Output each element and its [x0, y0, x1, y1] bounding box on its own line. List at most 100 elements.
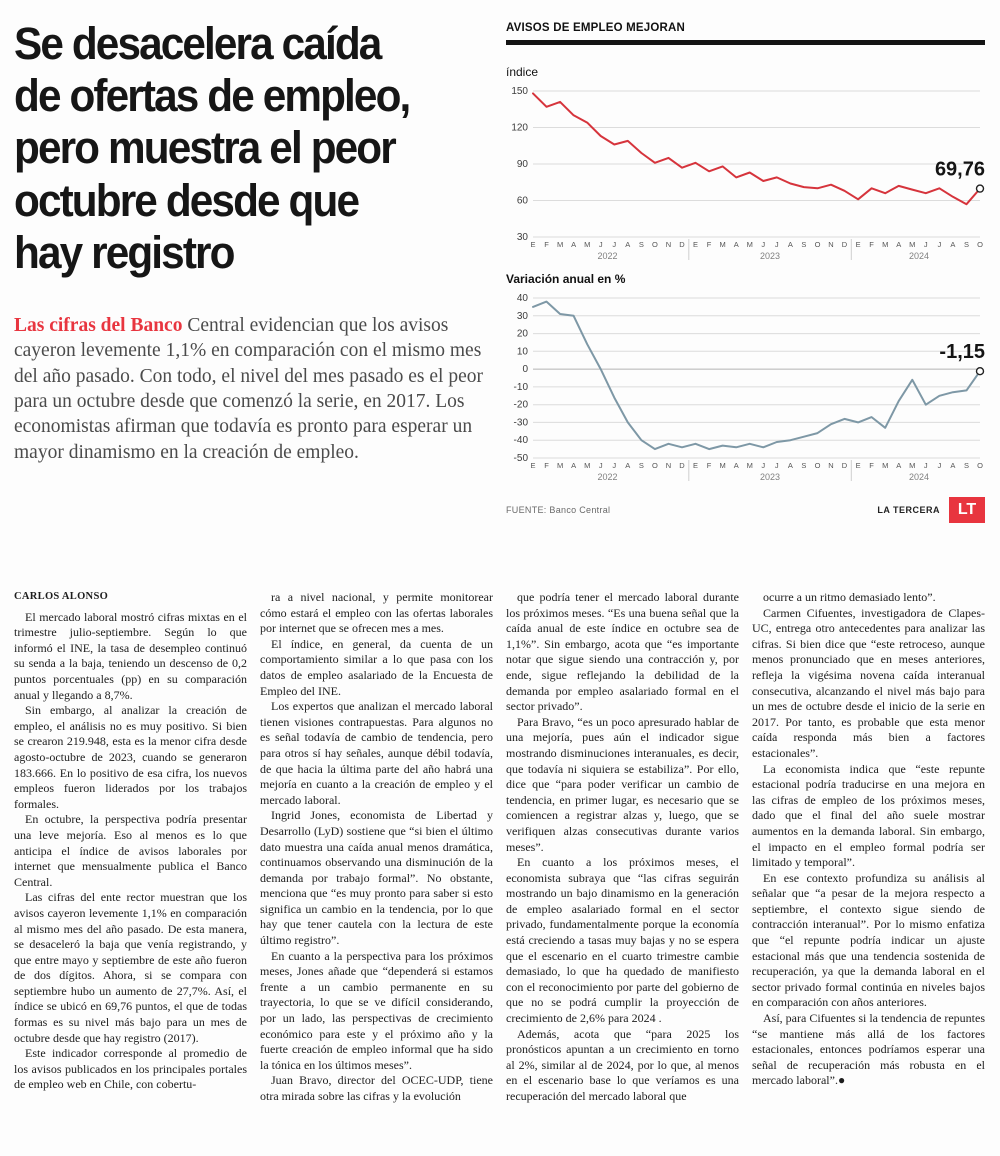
svg-text:F: F — [544, 461, 549, 470]
svg-text:A: A — [734, 240, 739, 249]
body-paragraph: Sin embargo, al analizar la creación de … — [14, 703, 247, 811]
svg-text:E: E — [693, 461, 698, 470]
credit-block: LA TERCERA LT — [877, 497, 985, 523]
svg-text:S: S — [801, 240, 806, 249]
svg-text:A: A — [896, 240, 901, 249]
year-labels: 2022 2023 2024 — [597, 460, 929, 482]
svg-text:O: O — [652, 240, 658, 249]
svg-text:A: A — [950, 240, 955, 249]
svg-text:O: O — [977, 240, 983, 249]
lead-highlight: Las cifras del Banco — [14, 314, 183, 336]
svg-text:F: F — [707, 240, 712, 249]
svg-text:N: N — [666, 461, 671, 470]
svg-text:30: 30 — [517, 311, 529, 322]
svg-text:30: 30 — [517, 232, 529, 243]
svg-text:A: A — [571, 240, 576, 249]
svg-text:J: J — [599, 461, 603, 470]
svg-text:M: M — [719, 240, 725, 249]
svg-text:E: E — [693, 240, 698, 249]
svg-text:A: A — [625, 240, 630, 249]
svg-text:M: M — [557, 461, 563, 470]
svg-text:J: J — [612, 240, 616, 249]
svg-text:N: N — [828, 461, 833, 470]
article-column-2: ra a nivel nacional, y permite monitorea… — [260, 590, 493, 1105]
body-paragraph: Carmen Cifuentes, investigadora de Clape… — [752, 605, 985, 760]
svg-text:40: 40 — [517, 293, 529, 304]
svg-text:0: 0 — [522, 364, 528, 375]
svg-text:-40: -40 — [514, 435, 529, 446]
svg-text:M: M — [909, 240, 915, 249]
svg-text:S: S — [801, 461, 806, 470]
end-value-label: 69,76 — [935, 159, 985, 181]
y-axis-labels: 150 120 90 60 30 — [511, 86, 528, 243]
kicker-rule — [506, 40, 985, 45]
body-paragraph: Para Bravo, “es un poco apresurado habla… — [506, 714, 739, 854]
svg-text:2023: 2023 — [760, 472, 780, 482]
svg-text:A: A — [571, 461, 576, 470]
body-paragraph: Ingrid Jones, economista de Libertad y D… — [260, 808, 493, 948]
lead-paragraph: Las cifras del Banco Central evidencian … — [14, 313, 490, 465]
svg-text:M: M — [747, 461, 753, 470]
lead-text: Central evidencian que los avisos cayero… — [14, 314, 483, 463]
svg-text:N: N — [666, 240, 671, 249]
svg-text:A: A — [950, 461, 955, 470]
body-paragraph: El índice, en general, da cuenta de un c… — [260, 636, 493, 698]
body-paragraph: En octubre, la perspectiva podría presen… — [14, 812, 247, 889]
svg-text:2022: 2022 — [597, 251, 617, 261]
la-tercera-logo: LT — [949, 497, 985, 523]
headline-block: Se desacelera caída de ofertas de empleo… — [14, 16, 506, 578]
svg-text:2023: 2023 — [760, 251, 780, 261]
svg-text:E: E — [856, 461, 861, 470]
svg-text:J: J — [775, 461, 779, 470]
credit-label: LA TERCERA — [877, 505, 940, 515]
svg-text:J: J — [938, 461, 942, 470]
svg-text:A: A — [734, 461, 739, 470]
svg-text:O: O — [815, 461, 821, 470]
y-axis-labels: 40 30 20 10 0 -10 -20 -30 -40 -50 — [514, 293, 529, 464]
source-label: FUENTE: Banco Central — [506, 505, 611, 515]
svg-text:-10: -10 — [514, 382, 529, 393]
body-paragraph: El mercado laboral mostró cifras mixtas … — [14, 609, 247, 702]
svg-text:S: S — [639, 461, 644, 470]
svg-text:D: D — [679, 461, 685, 470]
svg-text:A: A — [896, 461, 901, 470]
svg-text:M: M — [882, 240, 888, 249]
body-paragraph: Las cifras del ente rector muestran que … — [14, 890, 247, 1045]
svg-text:N: N — [828, 240, 833, 249]
svg-text:M: M — [719, 461, 725, 470]
data-line — [532, 92, 981, 206]
body-paragraph: En ese contexto profundiza su análisis a… — [752, 870, 985, 1010]
svg-text:M: M — [909, 461, 915, 470]
chart-kicker: AVISOS DE EMPLEO MEJORAN — [506, 22, 686, 34]
svg-text:-30: -30 — [514, 417, 529, 428]
svg-text:J: J — [761, 461, 765, 470]
svg-text:2024: 2024 — [909, 472, 929, 482]
svg-text:J: J — [775, 240, 779, 249]
byline: CARLOS ALONSO — [14, 591, 109, 602]
svg-text:F: F — [707, 461, 712, 470]
svg-text:D: D — [679, 240, 685, 249]
svg-text:E: E — [856, 240, 861, 249]
chart-footer: FUENTE: Banco Central LA TERCERA LT — [506, 497, 985, 523]
svg-text:F: F — [869, 461, 874, 470]
body-paragraph: ra a nivel nacional, y permite monitorea… — [260, 590, 493, 636]
svg-text:J: J — [612, 461, 616, 470]
svg-text:D: D — [842, 240, 848, 249]
svg-text:M: M — [584, 461, 590, 470]
article-column-4: ocurre a un ritmo demasiado lento”. Carme… — [752, 590, 985, 1105]
body-paragraph: que podría tener el mercado laboral dura… — [506, 590, 739, 714]
svg-text:-50: -50 — [514, 453, 529, 464]
svg-text:M: M — [747, 240, 753, 249]
svg-text:D: D — [842, 461, 848, 470]
page-title: Se desacelera caída de ofertas de empleo… — [14, 18, 411, 278]
svg-text:A: A — [788, 240, 793, 249]
end-value-label: -1,15 — [939, 341, 985, 363]
svg-text:20: 20 — [517, 329, 529, 340]
body-paragraph: Este indicador corresponde al promedio d… — [14, 1046, 247, 1092]
svg-text:J: J — [938, 240, 942, 249]
body-paragraph: La economista indica que “este repunte e… — [752, 761, 985, 870]
svg-text:J: J — [924, 240, 928, 249]
top-section: Se desacelera caída de ofertas de empleo… — [14, 16, 985, 578]
svg-text:M: M — [584, 240, 590, 249]
